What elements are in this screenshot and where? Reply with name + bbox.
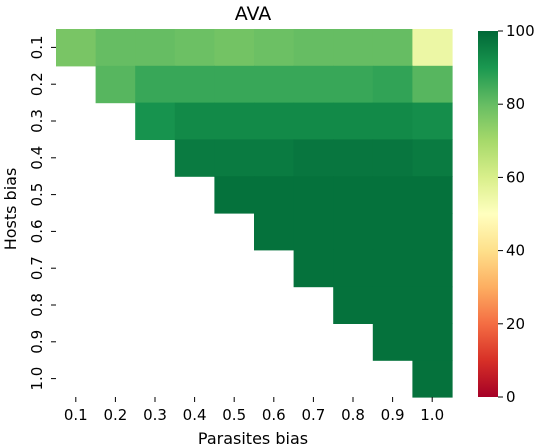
heatmap-cell	[412, 213, 453, 251]
heatmap-cell	[412, 29, 453, 67]
x-tick-label: 0.5	[222, 406, 246, 424]
heatmap-cell	[333, 29, 374, 67]
heatmap-cell	[333, 65, 374, 104]
heatmap-cell	[372, 176, 413, 214]
x-tick-label: 0.3	[143, 406, 167, 424]
heatmap-cell	[174, 29, 215, 67]
heatmap-cell	[293, 65, 334, 104]
heatmap-cell	[214, 102, 255, 140]
y-tick-label: 0.9	[28, 330, 46, 354]
heatmap-cell	[372, 102, 413, 140]
colorbar	[478, 31, 498, 397]
heatmap-cell	[254, 139, 295, 177]
heatmap-cell	[293, 213, 334, 251]
colorbar-tick-label: 60	[506, 168, 525, 186]
x-tick-label: 0.4	[183, 406, 207, 424]
y-tick-label: 0.4	[28, 146, 46, 170]
heatmap-cell	[372, 213, 413, 251]
heatmap-cell	[293, 249, 334, 288]
heatmap-cell	[412, 102, 453, 140]
heatmap-cell	[372, 249, 413, 288]
x-axis-ticks: 0.1 0.2 0.3 0.4 0.5 0.6 0.7 0.8 0.9 1.0	[64, 397, 444, 424]
heatmap-cell	[412, 176, 453, 214]
colorbar-ticks: 0 20 40 60 80 100	[498, 22, 535, 406]
colorbar-tick-label: 40	[506, 242, 525, 260]
heatmap-cell	[214, 139, 255, 177]
y-tick-label: 0.3	[28, 109, 46, 133]
heatmap-cell	[135, 65, 176, 104]
heatmap-cell	[293, 102, 334, 140]
heatmap-cell	[214, 176, 255, 214]
heatmap-cell	[174, 102, 215, 140]
heatmap-cells	[56, 29, 453, 398]
heatmap-cell	[254, 213, 295, 251]
heatmap-cell	[333, 286, 374, 324]
heatmap-cell	[333, 176, 374, 214]
heatmap-cell	[372, 29, 413, 67]
heatmap-cell	[333, 249, 374, 288]
y-tick-label: 0.6	[28, 219, 46, 243]
heatmap-cell	[95, 65, 136, 104]
heatmap-cell	[412, 323, 453, 361]
heatmap-cell	[174, 65, 215, 104]
heatmap-cell	[372, 139, 413, 177]
heatmap-cell	[293, 29, 334, 67]
x-tick-label: 1.0	[420, 406, 444, 424]
heatmap-cell	[412, 286, 453, 324]
heatmap-cell	[95, 29, 136, 67]
heatmap-cell	[214, 29, 255, 67]
x-tick-label: 0.6	[262, 406, 286, 424]
heatmap-cell	[254, 29, 295, 67]
heatmap-cell	[333, 139, 374, 177]
heatmap-cell	[412, 139, 453, 177]
heatmap-cell	[214, 65, 255, 104]
chart-title: AVA	[235, 3, 272, 25]
heatmap-cell	[293, 176, 334, 214]
heatmap-cell	[254, 65, 295, 104]
x-tick-label: 0.1	[64, 406, 88, 424]
colorbar-tick-label: 80	[506, 95, 525, 113]
y-tick-label: 0.7	[28, 256, 46, 280]
heatmap-cell	[372, 65, 413, 104]
heatmap-cell	[254, 102, 295, 140]
heatmap-cell	[333, 102, 374, 140]
heatmap-cell	[254, 176, 295, 214]
x-tick-label: 0.7	[301, 406, 325, 424]
heatmap-cell	[372, 286, 413, 324]
heatmap-cell	[412, 65, 453, 104]
heatmap-cell	[56, 29, 97, 67]
x-axis-label: Parasites bias	[198, 429, 308, 447]
heatmap-cell	[412, 360, 453, 398]
y-tick-label: 0.2	[28, 72, 46, 96]
heatmap-cell	[372, 323, 413, 361]
y-axis-label: Hosts bias	[1, 168, 20, 251]
x-tick-label: 0.9	[381, 406, 405, 424]
heatmap-cell	[135, 102, 176, 140]
heatmap-cell	[412, 249, 453, 288]
heatmap-cell	[333, 213, 374, 251]
y-tick-label: 0.5	[28, 183, 46, 207]
colorbar-tick-label: 100	[506, 22, 535, 40]
heatmap-cell	[135, 29, 176, 67]
x-tick-label: 0.8	[341, 406, 365, 424]
x-tick-label: 0.2	[103, 406, 127, 424]
heatmap-cell	[293, 139, 334, 177]
heatmap-cell	[174, 139, 215, 177]
colorbar-tick-label: 0	[506, 388, 516, 406]
y-tick-label: 0.8	[28, 293, 46, 317]
colorbar-tick-label: 20	[506, 315, 525, 333]
y-tick-label: 0.1	[28, 35, 46, 59]
y-tick-label: 1.0	[28, 367, 46, 391]
y-axis-ticks: 0.1 0.2 0.3 0.4 0.5 0.6 0.7 0.8 0.9 1.0	[28, 35, 56, 391]
